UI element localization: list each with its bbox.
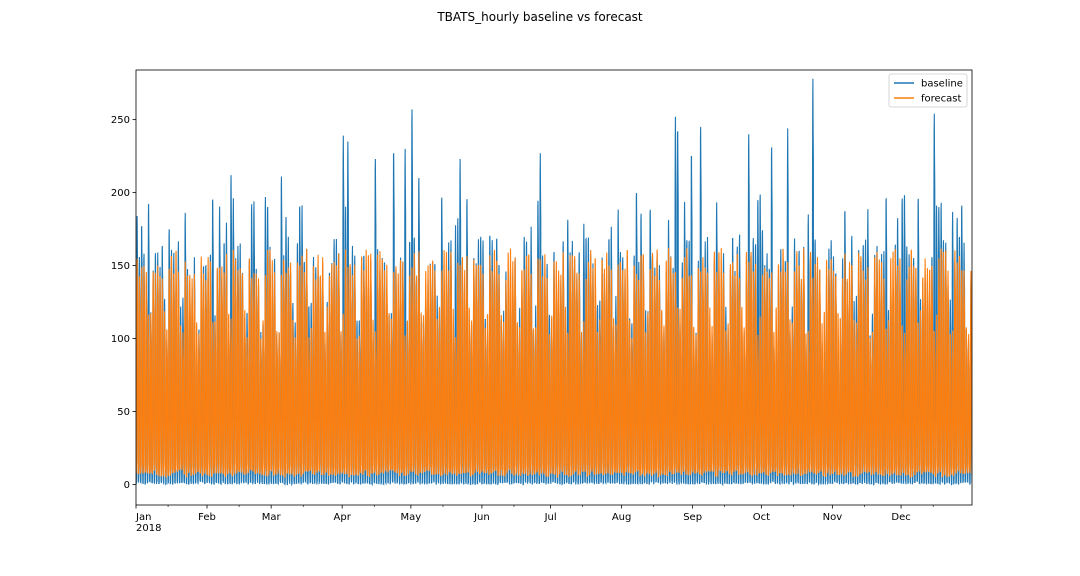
- legend-label-forecast: forecast: [921, 94, 962, 105]
- x-tick-label: May: [401, 512, 422, 523]
- x-tick-label: Sep: [683, 512, 702, 523]
- y-tick-label: 50: [117, 407, 130, 418]
- legend: baseline forecast: [888, 73, 968, 108]
- y-tick-label: 200: [111, 188, 130, 199]
- x-tick-sublabel: 2018: [136, 523, 161, 534]
- x-tick-label: Nov: [823, 512, 843, 523]
- chart-title: TBATS_hourly baseline vs forecast: [436, 10, 643, 24]
- x-tick-label: Dec: [891, 512, 910, 523]
- x-tick-label: Aug: [612, 512, 632, 523]
- y-tick-label: 0: [124, 480, 130, 491]
- x-tick-label: Jan: [135, 512, 151, 523]
- x-tick-label: Jun: [473, 512, 490, 523]
- x-tick-label: Apr: [334, 512, 352, 523]
- plot-area: [136, 78, 972, 487]
- y-tick-label: 250: [111, 115, 130, 126]
- series-line-baseline: [136, 78, 972, 487]
- plot-frame: [135, 69, 973, 506]
- x-tick-label: Jul: [544, 512, 557, 523]
- y-tick-label: 150: [111, 261, 130, 272]
- legend-label-baseline: baseline: [921, 79, 963, 90]
- x-tick-label: Oct: [753, 512, 770, 523]
- series-line-forecast: [136, 248, 972, 479]
- x-tick-label: Feb: [198, 512, 216, 523]
- x-tick-label: Mar: [262, 512, 282, 523]
- y-tick-label: 100: [111, 334, 130, 345]
